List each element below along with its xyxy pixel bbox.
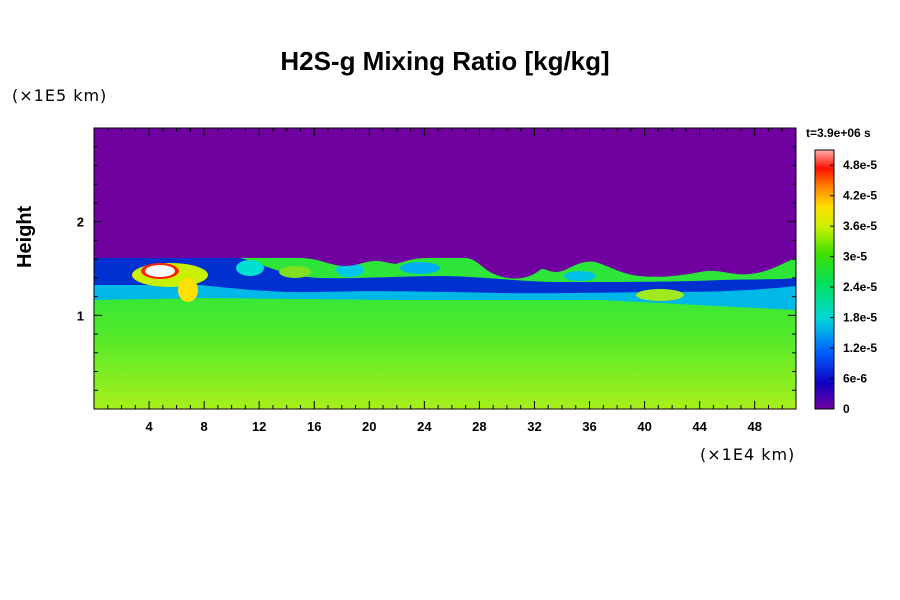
colorbar-tick-label: 4.8e-5 [843,158,877,172]
x-tick-label: 36 [582,419,596,434]
x-tick-label: 24 [417,419,432,434]
interface-blue-band [94,258,796,294]
colorbar-tick-label: 4.2e-5 [843,189,877,203]
colorbar-tick-label: 1.2e-5 [843,341,877,355]
x-tick-label: 32 [527,419,541,434]
colorbar-tick-label: 6e-6 [843,372,867,386]
y-tick-label: 1 [77,308,84,323]
plot-field [93,127,797,410]
colorbar-tick-label: 3.6e-5 [843,219,877,233]
upper-layer-region [94,128,796,279]
colorbar-tick-label: 2.4e-5 [843,280,877,294]
swirl [279,266,311,278]
swirl [636,289,684,301]
plot-frame [93,127,797,410]
x-tick-label: 40 [637,419,651,434]
swirl [336,263,364,277]
chart-title: H2S-g Mixing Ratio [kg/kg] [280,46,610,76]
x-tick-label: 44 [692,419,707,434]
colorbar-ramp [814,149,835,410]
hot-spot-plume [178,278,198,302]
x-tick-label: 20 [362,419,376,434]
x-unit-label: (×1E4 km) [700,445,796,464]
swirl [400,262,440,274]
x-tick-label: 12 [252,419,266,434]
colorbar-tick-label: 3e-5 [843,250,867,264]
time-label: t=3.9e+06 s [806,126,871,140]
hot-spot-core [145,265,175,277]
x-tick-label: 48 [747,419,761,434]
x-tick-label: 4 [145,419,153,434]
swirl [236,260,264,276]
colorbar-tick-label: 0 [843,402,850,416]
y-tick-label: 2 [77,215,84,230]
x-tick-label: 28 [472,419,486,434]
x-tick-label: 16 [307,419,321,434]
y-unit-label: (×1E5 km) [12,86,108,105]
x-tick-label: 8 [201,419,208,434]
colorbar: 0 6e-6 1.2e-5 1.8e-5 2.4e-5 3e-5 3.6e-5 4.2e-5 4… [814,149,877,416]
swirl [564,271,596,281]
colorbar-tick-label: 1.8e-5 [843,311,877,325]
